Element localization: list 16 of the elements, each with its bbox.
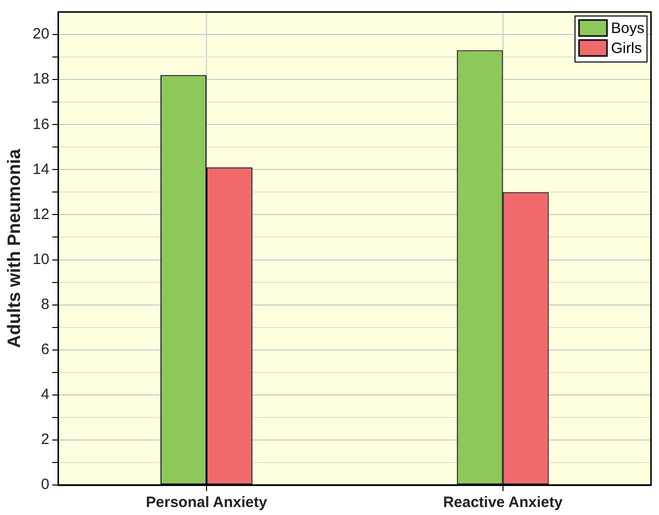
y-tick-label: 8 xyxy=(40,296,50,313)
x-tick-label: Reactive Anxiety xyxy=(443,494,564,512)
y-tick-label: 10 xyxy=(32,250,50,268)
y-axis-title: Adults with Pneumonia xyxy=(4,148,24,348)
y-tick-label: 20 xyxy=(32,26,50,43)
y-tick-label: 14 xyxy=(32,160,50,178)
x-tick-label: Personal Anxiety xyxy=(146,494,268,512)
legend-label: Girls xyxy=(611,40,642,58)
y-tick-label: 16 xyxy=(32,116,50,133)
y-tick-label: 18 xyxy=(32,70,50,88)
y-tick-label: 4 xyxy=(40,386,50,404)
y-tick-label: 6 xyxy=(40,341,50,358)
y-tick-label: 12 xyxy=(32,206,50,223)
y-tick-label: 2 xyxy=(40,431,50,448)
y-tick-label: 0 xyxy=(40,476,50,494)
legend-label: Boys xyxy=(611,20,644,38)
